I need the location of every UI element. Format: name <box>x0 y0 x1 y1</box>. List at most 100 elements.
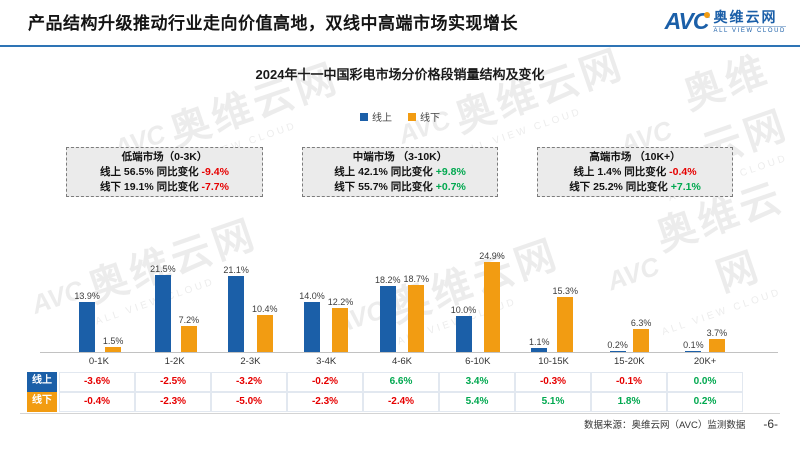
segment-box-title: 低端市场（0-3K） <box>121 151 208 163</box>
bar-column: 18.2% <box>375 275 400 352</box>
change-row-label: 线下 <box>27 392 57 412</box>
bar-group: 0.1% 3.7% <box>667 228 743 352</box>
bar-value-label: 7.2% <box>178 315 200 325</box>
bar-group: 21.5% 7.2% <box>137 228 213 352</box>
bar-group: 18.2% 18.7% <box>364 228 440 352</box>
change-table-row: 线上 -3.6% -2.5% -3.2% -0.2% 6.6% 3.4% -0.3% -0.1%… <box>27 372 743 392</box>
change-cell: 0.0% <box>667 372 743 392</box>
bar-offline <box>105 347 122 352</box>
bar-value-label: 1.5% <box>102 336 124 346</box>
segment-metric-text: 线上 1.4% 同比变化 <box>573 166 670 178</box>
bar-offline <box>256 315 273 352</box>
segment-metric-line: 线上 56.5% 同比变化 -9.4% <box>67 165 262 180</box>
bar-column: 15.3% <box>553 286 578 352</box>
chart-title: 2024年十一中国彩电市场分价格段销量结构及变化 <box>255 67 545 82</box>
bar-group: 13.9% 1.5% <box>61 228 137 352</box>
x-axis-tick-label: 20K+ <box>693 356 717 367</box>
change-cell: -5.0% <box>211 392 287 412</box>
legend-item: 线上 <box>360 109 392 124</box>
header-divider <box>0 45 800 47</box>
segment-box-mid-end: 中端市场 （3-10K） 线上 42.1% 同比变化 +9.8% 线下 55.7%… <box>302 147 498 197</box>
change-cell: -2.5% <box>135 372 211 392</box>
bar-online <box>379 286 396 352</box>
segment-metric-line: 线下 25.2% 同比变化 +7.1% <box>538 180 732 195</box>
bar-value-label: 13.9% <box>74 291 100 301</box>
segment-metric-text: 线上 56.5% 同比变化 <box>100 166 202 178</box>
bar-online <box>455 316 472 352</box>
segment-metric-change: +0.7% <box>435 181 466 193</box>
segment-metric-change: -0.4% <box>669 166 697 178</box>
x-axis-tick-label: 15-20K <box>614 356 645 367</box>
bar-column: 0.1% <box>683 340 704 352</box>
bar-value-label: 21.1% <box>223 265 249 275</box>
bar-value-label: 0.1% <box>683 340 704 350</box>
avc-logo-cn: 奥维云网 <box>713 8 778 25</box>
bar-value-label: 24.9% <box>479 251 505 261</box>
legend-item: 线下 <box>408 109 440 124</box>
change-table-row: 线下 -0.4% -2.3% -5.0% -2.3% -2.4% 5.4% 5.1% 1.8% 0… <box>27 392 743 412</box>
change-cell: -2.3% <box>287 392 363 412</box>
bar-online <box>609 351 626 352</box>
bar-online <box>79 302 96 352</box>
bar-group: 21.1% 10.4% <box>213 228 289 352</box>
bar-group: 0.2% 6.3% <box>591 228 667 352</box>
x-axis-tick-label: 10-15K <box>538 356 569 367</box>
bar-column: 1.5% <box>102 336 124 352</box>
segment-metric-text: 线下 25.2% 同比变化 <box>569 181 671 193</box>
change-table: 线上 -3.6% -2.5% -3.2% -0.2% 6.6% 3.4% -0.3% -0.1%… <box>27 372 743 412</box>
legend-swatch-icon <box>360 112 368 121</box>
bar-group: 14.0% 12.2% <box>288 228 364 352</box>
segment-metric-line: 线上 42.1% 同比变化 +9.8% <box>303 165 497 180</box>
bar-column: 1.1% <box>529 337 550 352</box>
bar-value-label: 21.5% <box>150 264 176 274</box>
bar-offline <box>332 308 349 352</box>
segment-metric-line: 线下 55.7% 同比变化 +0.7% <box>303 180 497 195</box>
change-cell: 5.4% <box>439 392 515 412</box>
bar-chart: 13.9% 1.5% 21.5% 7.2% 21.1% 10.4% 14.0% 12.2% 18… <box>61 228 743 352</box>
x-axis-tick-label: 4-6K <box>391 356 413 367</box>
change-cell: -0.3% <box>515 372 591 392</box>
bar-online <box>154 275 171 352</box>
change-cell: -2.4% <box>363 392 439 412</box>
bar-column: 10.0% <box>450 305 477 352</box>
x-axis-line <box>40 352 778 353</box>
segment-metric-change: -9.4% <box>201 166 229 178</box>
bar-online <box>303 302 320 352</box>
bar-column: 10.4% <box>252 304 277 352</box>
bar-column: 0.2% <box>607 340 628 352</box>
legend-label: 线上 <box>372 113 392 124</box>
legend-swatch-icon <box>408 112 416 121</box>
bar-value-label: 14.0% <box>299 291 325 301</box>
bar-offline <box>408 285 425 352</box>
bar-column: 12.2% <box>328 297 353 352</box>
bar-value-label: 10.0% <box>450 305 477 315</box>
avc-logo-sub: ALL VIEW CLOUD <box>713 25 786 34</box>
segment-metric-text: 线下 19.1% 同比变化 <box>100 181 202 193</box>
segment-metric-change: -7.7% <box>201 181 229 193</box>
legend-label: 线下 <box>420 113 440 124</box>
segment-metric-text: 线上 42.1% 同比变化 <box>334 166 436 178</box>
segment-metric-text: 线下 55.7% 同比变化 <box>334 181 436 193</box>
change-cell: 1.8% <box>591 392 667 412</box>
change-cell: -0.2% <box>287 372 363 392</box>
change-cell: -2.3% <box>135 392 211 412</box>
segment-box-high-end: 高端市场 （10K+） 线上 1.4% 同比变化 -0.4% 线下 25.2% 同… <box>537 147 733 197</box>
segment-box-low-end: 低端市场（0-3K） 线上 56.5% 同比变化 -9.4% 线下 19.1% 同… <box>66 147 263 197</box>
page-title: 产品结构升级推动行业走向价值高地，双线中高端市场实现增长 <box>28 14 518 33</box>
avc-logo-dot-icon <box>704 12 711 18</box>
bar-offline <box>708 339 725 352</box>
footer: 数据来源：奥维云网（AVC）监测数据 -6- <box>584 417 778 431</box>
change-cell: 5.1% <box>515 392 591 412</box>
bar-group: 10.0% 24.9% <box>440 228 516 352</box>
bar-value-label: 18.7% <box>403 274 430 284</box>
chart-legend: 线上 线下 <box>0 109 800 124</box>
bar-offline <box>633 329 650 352</box>
change-cell: 3.4% <box>439 372 515 392</box>
header: 产品结构升级推动行业走向价值高地，双线中高端市场实现增长 AVC 奥维云网 AL… <box>28 8 786 35</box>
bar-value-label: 0.2% <box>607 340 628 350</box>
bar-column: 18.7% <box>403 274 429 352</box>
change-cell: 6.6% <box>363 372 439 392</box>
avc-logo-text: AVC <box>664 8 711 34</box>
segment-metric-line: 线上 1.4% 同比变化 -0.4% <box>538 165 732 180</box>
